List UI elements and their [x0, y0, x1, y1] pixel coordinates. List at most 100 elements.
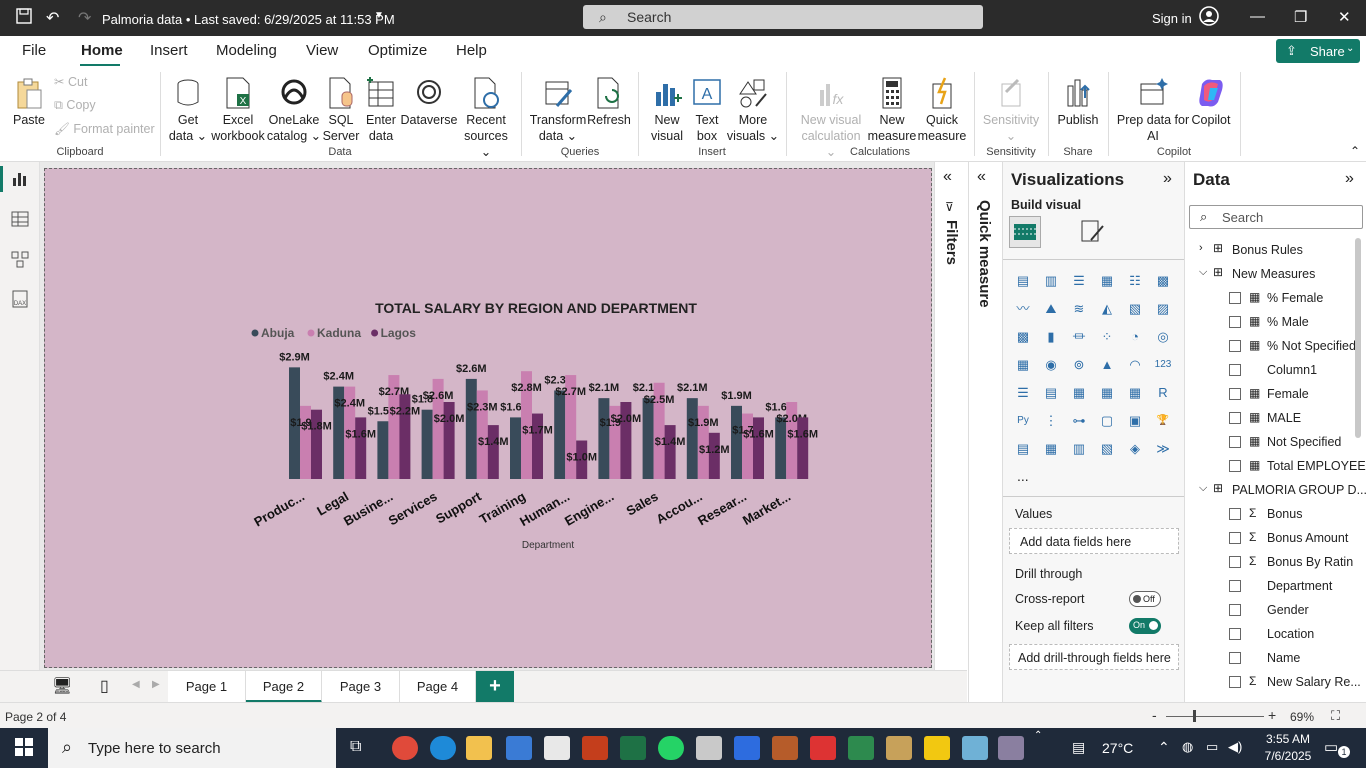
power-bi-icon[interactable] — [924, 736, 950, 760]
task-view-icon[interactable]: ⧉ — [350, 738, 362, 755]
battery-icon[interactable]: ▭ — [1206, 739, 1219, 754]
app-icon[interactable] — [772, 736, 798, 760]
line-chart-icon[interactable]: 〰 — [1016, 301, 1030, 316]
field-item[interactable]: Gender — [1199, 600, 1359, 624]
menu-home[interactable]: Home — [81, 42, 123, 59]
field-item[interactable]: Name — [1199, 648, 1359, 672]
metrics-icon[interactable]: 🏆 — [1156, 415, 1170, 426]
field-checkbox[interactable] — [1229, 460, 1241, 472]
qa-icon[interactable]: ▢ — [1100, 413, 1114, 428]
gauge-icon[interactable]: ◠ — [1129, 357, 1141, 372]
matrix-icon[interactable]: ▦ — [1128, 385, 1142, 400]
filled-map-icon[interactable]: ◉ — [1045, 357, 1057, 372]
scatter-chart-icon[interactable]: ⏛ — [1072, 329, 1086, 344]
zoom-out-icon[interactable]: - — [1152, 707, 1157, 723]
get-data-button[interactable]: Get data ⌄ — [166, 76, 210, 144]
table-node[interactable]: ⌵ ⊞ New Measures — [1199, 264, 1359, 288]
prep-data-ai-button[interactable]: Prep data for AI — [1114, 76, 1192, 144]
refresh-button[interactable]: Refresh — [586, 76, 632, 128]
zoom-slider-thumb[interactable] — [1193, 710, 1196, 722]
menu-optimize[interactable]: Optimize — [368, 42, 428, 59]
photos-icon[interactable] — [998, 736, 1024, 760]
dax-query-view-icon[interactable]: DAX — [11, 290, 29, 313]
card-icon[interactable]: 123 — [1154, 359, 1172, 370]
waterfall-chart-icon[interactable]: ▩ — [1016, 329, 1030, 344]
field-item[interactable]: Location — [1199, 624, 1359, 648]
field-item[interactable]: ▦ Female — [1199, 384, 1359, 408]
stacked-column-chart-icon[interactable]: ▥ — [1044, 273, 1058, 288]
collapse-ribbon-icon[interactable]: ⌃ — [1350, 144, 1361, 158]
ribbon-chart-icon[interactable]: ▨ — [1156, 301, 1170, 316]
python-visual-icon[interactable]: Py — [1017, 415, 1029, 426]
app-icon[interactable] — [810, 736, 836, 760]
field-checkbox[interactable] — [1229, 652, 1241, 664]
field-checkbox[interactable] — [1229, 628, 1241, 640]
slicer-new-icon[interactable]: ▥ — [1072, 441, 1086, 456]
paste-button[interactable]: Paste — [8, 76, 50, 128]
field-item[interactable]: ▦ % Not Specified — [1199, 336, 1359, 360]
share-button[interactable]: ⇪ Share ⌄ — [1276, 39, 1360, 63]
field-checkbox[interactable] — [1229, 340, 1241, 352]
sign-in-link[interactable]: Sign in — [1152, 11, 1192, 26]
table-visual-icon[interactable]: ▦ — [1100, 385, 1114, 400]
edge-icon[interactable] — [430, 736, 456, 760]
menu-insert[interactable]: Insert — [150, 42, 188, 59]
next-page-icon[interactable]: ▶ — [152, 679, 160, 690]
kpi-icon[interactable]: ▤ — [1044, 385, 1058, 400]
field-item[interactable]: ▦ MALE — [1199, 408, 1359, 432]
new-measure-button[interactable]: New measure — [866, 76, 918, 144]
more-visuals-ellipsis[interactable]: ... — [1017, 468, 1029, 484]
decomposition-tree-icon[interactable]: ⊶ — [1072, 413, 1086, 428]
chevron-up-icon[interactable]: ⌃ — [1034, 730, 1043, 741]
text-box-button[interactable]: A Text box — [688, 76, 726, 144]
chevron-right-icon[interactable]: › — [1199, 242, 1203, 254]
treemap-icon[interactable]: ◎ — [1157, 329, 1169, 344]
data-search-input[interactable]: ⌕ Search — [1189, 205, 1363, 229]
powerpoint-icon[interactable] — [582, 736, 608, 760]
desktop-layout-icon[interactable]: 🖥 — [52, 678, 73, 695]
menu-file[interactable]: File — [22, 42, 47, 59]
fit-to-page-icon[interactable]: ⛶ — [1331, 708, 1341, 723]
scrollbar[interactable] — [1355, 238, 1361, 438]
transform-data-button[interactable]: Transform data ⌄ — [528, 76, 588, 144]
quick-measure-button[interactable]: Quick measure — [916, 76, 968, 144]
azure-map-icon[interactable]: ▲ — [1100, 357, 1114, 372]
model-view-icon[interactable] — [11, 250, 29, 273]
maximize-icon[interactable]: ❐ — [1294, 9, 1308, 26]
chrome-icon[interactable] — [392, 736, 418, 760]
page-tab-1[interactable]: Page 1 — [168, 671, 246, 703]
slicer-icon[interactable]: ▦ — [1072, 385, 1086, 400]
cut-button[interactable]: ✂ Cut — [54, 74, 87, 89]
report-page[interactable]: TOTAL SALARY BY REGION AND DEPARTMENT Abu… — [44, 168, 932, 668]
collapse-data-icon[interactable]: » — [1345, 170, 1354, 187]
whatsapp-icon[interactable] — [658, 736, 684, 760]
table-view-icon[interactable] — [11, 210, 29, 233]
key-influencers-icon[interactable]: ⋮ — [1044, 413, 1058, 428]
menu-view[interactable]: View — [306, 42, 339, 59]
table-node[interactable]: ⌵ ⊞ PALMORIA GROUP D... — [1199, 480, 1366, 504]
100-stacked-bar-chart-icon[interactable]: ☷ — [1129, 273, 1141, 288]
enter-data-button[interactable]: Enter data — [362, 76, 400, 144]
keep-all-filters-toggle[interactable]: On — [1129, 618, 1161, 634]
card-new-icon[interactable]: ▦ — [1044, 441, 1058, 456]
clustered-bar-chart-icon[interactable]: ☰ — [1073, 273, 1085, 288]
new-visual-calculation-button[interactable]: fx New visual calculation ⌄ — [796, 76, 866, 160]
arcgis-icon[interactable]: ▧ — [1100, 441, 1114, 456]
drill-through-drop-zone[interactable]: Add drill-through fields here — [1009, 644, 1179, 670]
clustered-column-chart-icon[interactable]: ▦ — [1100, 273, 1114, 288]
field-item[interactable]: Column1 — [1199, 360, 1359, 384]
expand-quick-measure-icon[interactable]: « — [977, 168, 986, 185]
copy-button[interactable]: ⧉ Copy — [54, 98, 96, 113]
chevron-down-icon[interactable]: ⌵ — [1199, 266, 1208, 278]
onelake-catalog-button[interactable]: OneLake catalog ⌄ — [266, 76, 322, 144]
field-item[interactable]: Σ New Salary Re... — [1199, 672, 1361, 696]
app-icon[interactable] — [734, 736, 760, 760]
copilot-button[interactable]: Copilot — [1188, 76, 1234, 128]
funnel-chart-icon[interactable]: ▮ — [1047, 329, 1055, 344]
format-visual-tab[interactable] — [1079, 218, 1107, 246]
app-icon[interactable] — [962, 736, 988, 760]
more-visuals-button[interactable]: More visuals ⌄ — [726, 76, 780, 144]
field-item[interactable]: Σ Bonus Amount — [1199, 528, 1359, 552]
excel-taskbar-icon[interactable] — [620, 736, 646, 760]
shape-map-icon[interactable]: ⊚ — [1073, 357, 1085, 372]
